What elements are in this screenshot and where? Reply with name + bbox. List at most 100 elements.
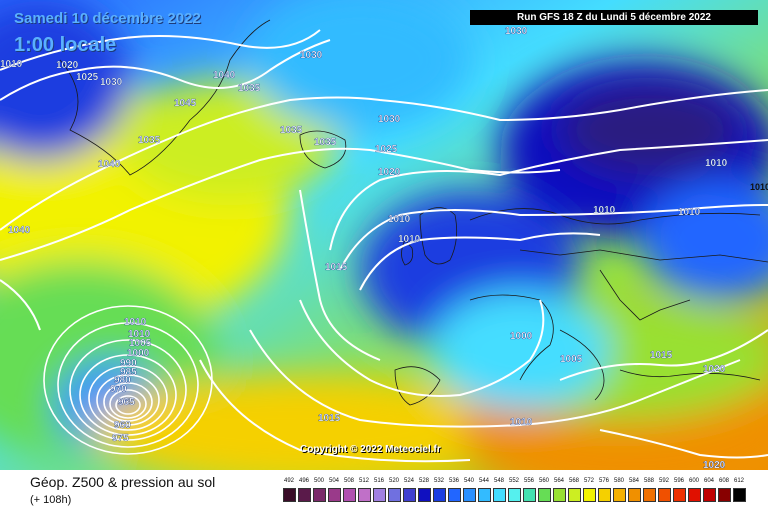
forecast-offset: (+ 108h) <box>30 494 72 506</box>
isobar-label: 975 <box>112 433 129 444</box>
isobar-label: 1045 <box>174 98 197 109</box>
legend-value: 592 <box>658 478 669 484</box>
legend-value: 596 <box>673 478 684 484</box>
legend-value: 584 <box>628 478 639 484</box>
isobar-label: 1040 <box>8 225 31 236</box>
isobar-label: 1015 <box>325 262 348 273</box>
isobar-label: 1010 <box>750 182 768 192</box>
isobar-label: 1010 <box>510 417 533 428</box>
run-info-box: Run GFS 18 Z du Lundi 5 décembre 2022 <box>470 10 758 25</box>
legend-swatch <box>718 488 731 502</box>
isobar-label: 1010 <box>705 158 728 169</box>
isobar-label: 1040 <box>213 70 236 81</box>
isobar-label: 1035 <box>314 137 337 148</box>
legend-swatch <box>433 488 446 502</box>
legend-value: 608 <box>718 478 729 484</box>
legend-swatch <box>478 488 491 502</box>
isobar-label: 1010 <box>398 234 421 245</box>
legend-swatch <box>568 488 581 502</box>
legend-value: 572 <box>583 478 594 484</box>
isobar-label: 1010 <box>124 317 147 328</box>
legend-swatch <box>643 488 656 502</box>
valid-date-label: Samedi 10 décembre 2022 <box>14 10 201 27</box>
legend-swatch <box>733 488 746 502</box>
legend-value: 544 <box>478 478 489 484</box>
isobar-label: 1035 <box>280 125 303 136</box>
legend-swatch <box>553 488 566 502</box>
isobar-label: 1035 <box>238 83 261 94</box>
color-scale-legend: 492 496 500 504 508 512 516 520 524 528 532 536 540 5… <box>283 478 753 508</box>
legend-swatch <box>313 488 326 502</box>
legend-value: 552 <box>508 478 519 484</box>
isobar-label: 1040 <box>98 159 121 170</box>
isobars <box>0 29 768 463</box>
legend-value: 604 <box>703 478 714 484</box>
isobar-label: 980 <box>114 375 131 386</box>
isobar-label: 1000 <box>510 331 533 342</box>
legend-value: 580 <box>613 478 624 484</box>
legend-swatch <box>523 488 536 502</box>
isobar-label: 1030 <box>100 77 123 88</box>
legend-value: 492 <box>283 478 294 484</box>
isobar-label: 1020 <box>56 60 79 71</box>
legend-value: 496 <box>298 478 309 484</box>
geopotential-field <box>0 0 768 470</box>
isobar-label: 1030 <box>505 26 528 37</box>
legend-value: 600 <box>688 478 699 484</box>
isobar-label: 1010 <box>0 59 23 70</box>
legend-value: 576 <box>598 478 609 484</box>
isobar-label: 965 <box>118 397 135 408</box>
isobar-label: 960 <box>114 420 131 431</box>
isobar-label: 985 <box>120 367 137 378</box>
legend-value: 508 <box>343 478 354 484</box>
product-title: Géop. Z500 & pression au sol <box>30 474 216 490</box>
isobar-label: 1030 <box>378 114 401 125</box>
legend-swatch <box>343 488 356 502</box>
legend-value: 528 <box>418 478 429 484</box>
legend-swatch <box>703 488 716 502</box>
legend-swatch <box>658 488 671 502</box>
isobar-label: 1025 <box>76 72 99 83</box>
legend-value: 612 <box>733 478 744 484</box>
legend-swatch <box>373 488 386 502</box>
legend-swatch <box>463 488 476 502</box>
legend-swatch <box>328 488 341 502</box>
weather-map: 1030 1010 1020 1025 1030 1040 1035 1045 … <box>0 0 768 470</box>
isobar-label: 990 <box>120 358 137 369</box>
legend-swatch <box>613 488 626 502</box>
isobar-label: 1005 <box>560 354 583 365</box>
valid-time-label: 1:00 locale <box>14 34 117 56</box>
legend-swatch <box>628 488 641 502</box>
legend-swatch <box>403 488 416 502</box>
legend-value: 536 <box>448 478 459 484</box>
legend-swatch <box>448 488 461 502</box>
legend-swatch <box>298 488 311 502</box>
isobar-label: 1020 <box>378 167 401 178</box>
legend-value: 568 <box>568 478 579 484</box>
legend-value: 556 <box>523 478 534 484</box>
isobar-label: 1010 <box>593 205 616 216</box>
isobar-label: 1015 <box>650 350 673 361</box>
isobar-label: 970 <box>110 384 127 395</box>
legend-value: 560 <box>538 478 549 484</box>
isobar-label: 1030 <box>300 50 323 61</box>
low-pressure-center <box>43 305 213 455</box>
legend-value: 588 <box>643 478 654 484</box>
isobar-label: 1000 <box>127 348 150 359</box>
isobar-label: 1015 <box>318 413 341 424</box>
isobar-label: 1025 <box>375 144 398 155</box>
legend-swatch <box>283 488 296 502</box>
legend-swatch <box>508 488 521 502</box>
legend-value: 524 <box>403 478 414 484</box>
legend-value: 532 <box>433 478 444 484</box>
legend-swatch <box>583 488 596 502</box>
legend-value: 512 <box>358 478 369 484</box>
legend-swatch <box>493 488 506 502</box>
legend-swatch <box>673 488 686 502</box>
isobar-label: 1005 <box>129 338 152 349</box>
legend-swatch <box>688 488 701 502</box>
legend-swatch <box>538 488 551 502</box>
legend-value: 564 <box>553 478 564 484</box>
legend-value: 548 <box>493 478 504 484</box>
legend-value: 516 <box>373 478 384 484</box>
